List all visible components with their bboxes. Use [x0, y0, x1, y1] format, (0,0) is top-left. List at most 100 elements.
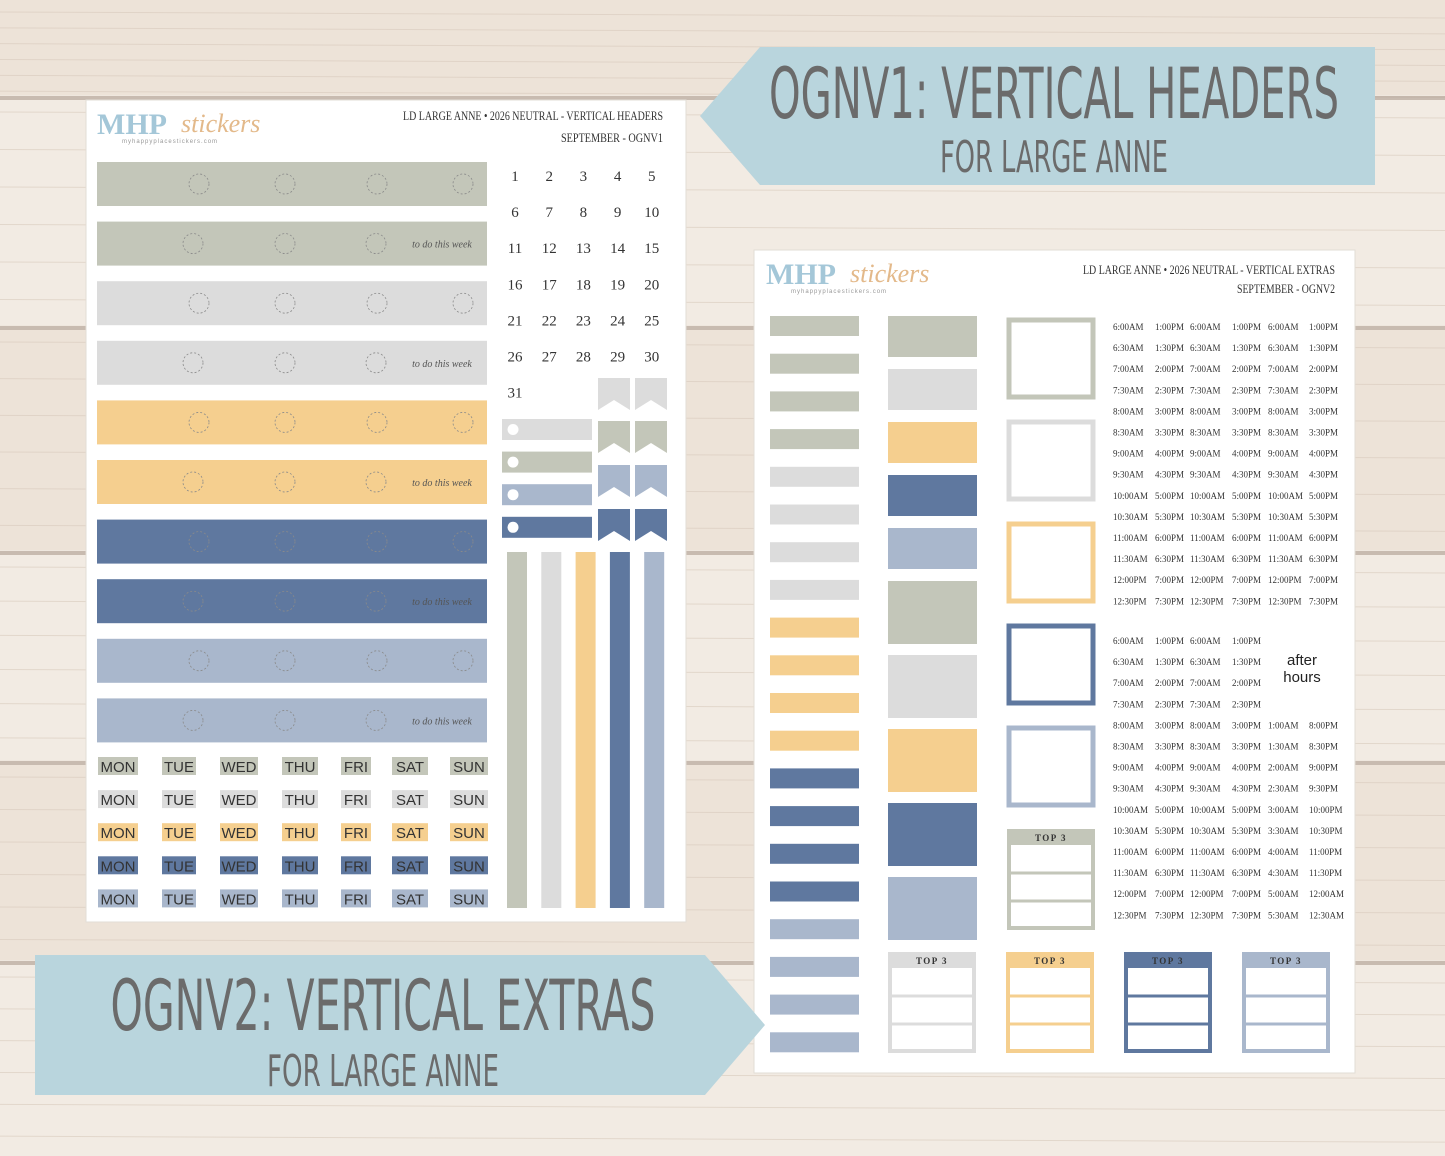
date-number: 27	[542, 350, 558, 366]
top3-box	[1124, 952, 1212, 1053]
time-label: 6:30PM	[1232, 554, 1261, 564]
checkbox-circle	[274, 233, 296, 255]
time-label: 12:30AM	[1309, 910, 1344, 920]
time-label: 4:00PM	[1155, 763, 1184, 773]
weekday-label: MON	[101, 825, 136, 842]
time-label: 12:00AM	[1309, 889, 1344, 899]
weekday-label: FRI	[344, 792, 368, 809]
weekday-box	[220, 757, 258, 775]
date-number: 31	[508, 386, 523, 402]
small-bar	[770, 617, 859, 638]
wood-grain	[0, 27, 1445, 35]
date-number: 6	[511, 205, 519, 221]
checkbox-circle	[365, 590, 387, 612]
weekday-box	[98, 790, 138, 809]
checkbox-circle	[188, 173, 210, 195]
tab-hole	[507, 456, 519, 468]
time-label: 10:00AM	[1113, 491, 1148, 501]
weekday-label: SAT	[396, 825, 424, 842]
small-bar	[770, 919, 859, 940]
time-label: 6:30PM	[1155, 554, 1184, 564]
time-label: 10:30AM	[1113, 512, 1148, 522]
time-label: 1:30PM	[1232, 343, 1261, 353]
time-label: 8:30AM	[1268, 428, 1299, 438]
time-label: 1:00PM	[1155, 636, 1184, 646]
small-bar	[770, 956, 859, 977]
time-label: 1:30AM	[1268, 742, 1299, 752]
checkbox-circle	[274, 352, 296, 374]
top3-header	[1006, 952, 1094, 968]
time-label: 6:00PM	[1232, 533, 1261, 543]
sheet-header: LD LARGE ANNE • 2026 NEUTRAL - VERTICAL …	[1083, 262, 1335, 277]
time-label: 6:30PM	[1309, 554, 1338, 564]
top3-label: TOP 3	[1270, 956, 1302, 966]
date-number: 1	[511, 169, 519, 185]
outlined-square	[1006, 725, 1096, 808]
time-label: 8:00AM	[1268, 406, 1299, 416]
flag	[598, 421, 630, 453]
weekday-label: TUE	[164, 792, 194, 809]
time-label: 11:00AM	[1113, 533, 1148, 543]
weekday-label: THU	[285, 858, 316, 875]
weekday-label: THU	[285, 759, 316, 776]
time-label: 7:30AM	[1190, 385, 1221, 395]
time-label: 7:30PM	[1155, 596, 1184, 606]
checkbox-circle	[366, 292, 388, 314]
time-label: 7:30AM	[1268, 385, 1299, 395]
checkbox-circle	[274, 590, 296, 612]
banner-1-title: OGNV1: VERTICAL HEADERS	[769, 53, 1339, 135]
block	[888, 369, 977, 410]
weekday-box	[450, 790, 488, 809]
header-bar	[97, 579, 487, 624]
time-label: 8:00PM	[1309, 720, 1338, 730]
time-label: 2:00PM	[1232, 678, 1261, 688]
time-label: 3:30AM	[1268, 826, 1299, 836]
time-label: 6:30AM	[1113, 343, 1144, 353]
weekday-box	[392, 757, 428, 775]
checkbox-circle	[274, 710, 296, 731]
tab-hole	[507, 489, 519, 501]
weekday-label: SAT	[396, 792, 424, 809]
time-label: 12:30PM	[1268, 596, 1302, 606]
time-label: 5:30PM	[1155, 512, 1184, 522]
banner-2-title: OGNV2: VERTICAL EXTRAS	[111, 965, 656, 1047]
time-label: 9:00AM	[1113, 763, 1144, 773]
sheet-header: SEPTEMBER - OGNV2	[1237, 281, 1335, 296]
time-label: 6:00AM	[1190, 322, 1221, 332]
date-number: 4	[614, 169, 622, 185]
time-label: 7:30AM	[1190, 699, 1221, 709]
weekday-box	[341, 790, 371, 809]
header-bar	[97, 460, 487, 504]
time-label: 5:00AM	[1268, 889, 1299, 899]
time-label: 3:00PM	[1232, 406, 1261, 416]
small-bar	[770, 768, 859, 789]
checkbox-circle	[188, 292, 210, 314]
date-number: 14	[610, 241, 626, 257]
checkbox-circle	[274, 471, 296, 493]
time-label: 12:00PM	[1268, 575, 1302, 585]
time-label: 7:00AM	[1113, 364, 1144, 374]
weekday-box	[220, 856, 258, 875]
time-label: 6:00AM	[1113, 322, 1144, 332]
weekday-label: SUN	[453, 891, 485, 908]
weekday-box	[162, 889, 196, 908]
time-label: 8:30AM	[1190, 742, 1221, 752]
outlined-square	[1006, 521, 1096, 604]
weekday-box	[162, 757, 196, 775]
time-label: 10:00AM	[1113, 805, 1148, 815]
outlined-square	[1006, 317, 1096, 400]
time-label: 4:00PM	[1309, 449, 1338, 459]
tab	[502, 451, 592, 473]
weekday-box	[162, 790, 196, 809]
weekday-label: SAT	[396, 858, 424, 875]
date-number: 20	[644, 277, 659, 293]
todo-label: to do this week	[412, 240, 472, 251]
small-bar	[770, 391, 859, 412]
checkbox-circle	[452, 173, 474, 195]
weekday-box	[392, 889, 428, 908]
header-bar	[97, 221, 487, 266]
checkbox-circle	[452, 292, 474, 314]
weekday-box	[341, 757, 371, 775]
time-label: 5:30AM	[1268, 910, 1299, 920]
